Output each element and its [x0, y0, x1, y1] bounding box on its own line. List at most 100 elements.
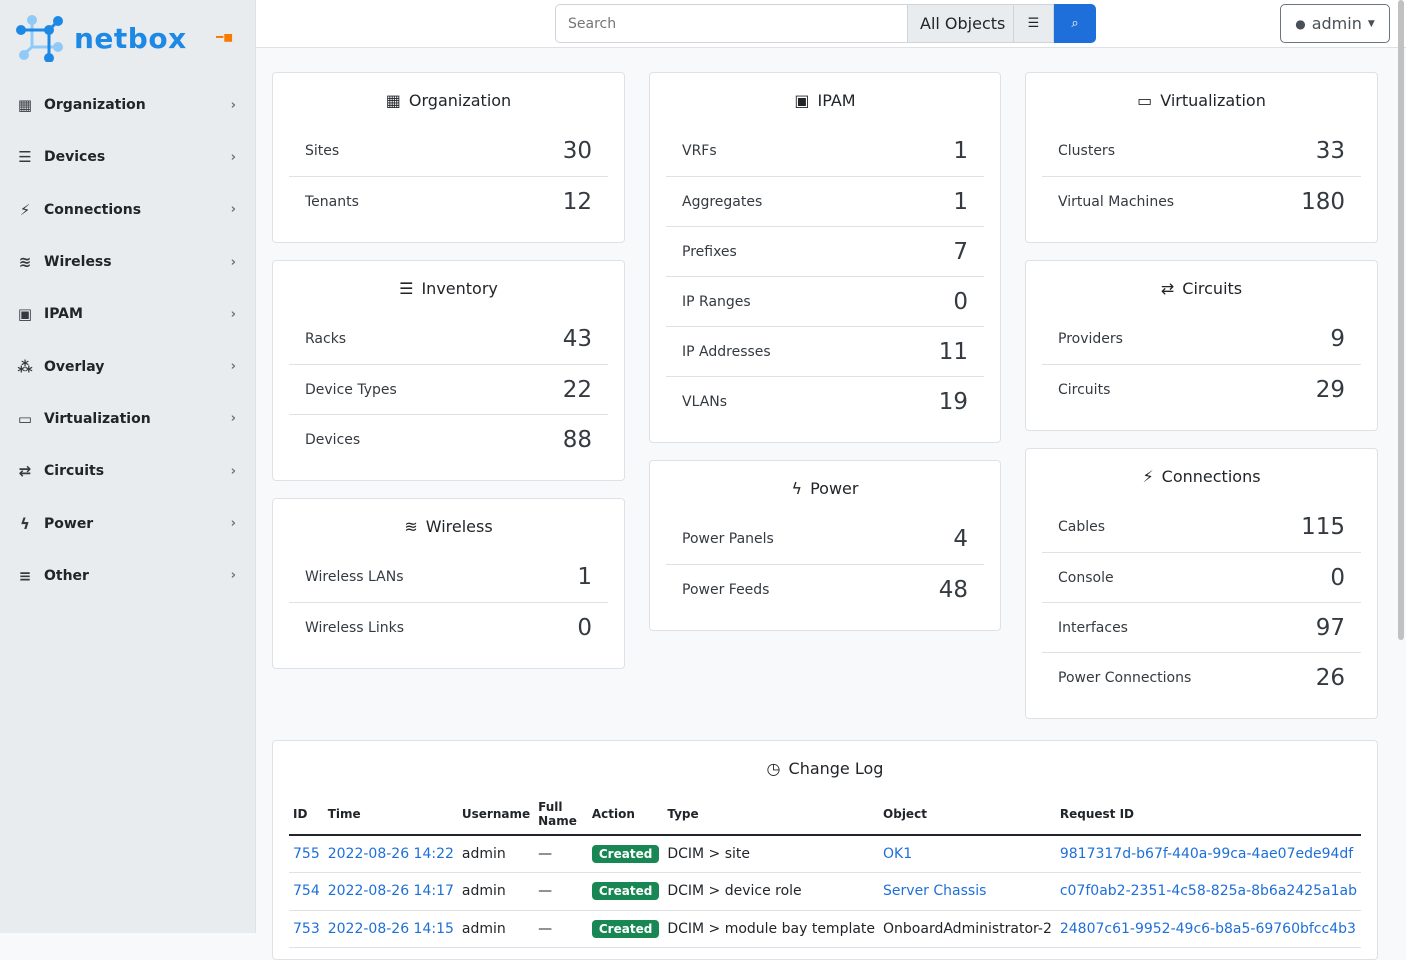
card-title: ▣ IPAM	[666, 73, 984, 126]
object-link[interactable]: Server Chassis	[883, 883, 987, 900]
stat-row-vrfs[interactable]: VRFs 1	[666, 126, 984, 176]
search-scope-select[interactable]: All Objects	[908, 4, 1014, 43]
request-id-link[interactable]: 9817317d-b67f-440a-99ca-4ae07ede94df	[1059, 846, 1354, 862]
search-button[interactable]: ⌕	[1054, 4, 1096, 43]
pin-icon[interactable]: ━◼	[216, 30, 234, 44]
chevron-right-icon: ›	[230, 149, 236, 165]
stat-row-vlans[interactable]: VLANs 19	[666, 376, 984, 426]
object-link[interactable]: OK1	[883, 846, 913, 862]
action-cell: Created	[587, 835, 664, 873]
search-input[interactable]	[555, 4, 908, 43]
stat-count: 88	[562, 426, 592, 453]
changelog-title-text: Change Log	[788, 759, 884, 778]
column-header[interactable]: Username	[457, 794, 535, 836]
request-id-cell: 24807c61-9952-49c6-b8a5-69760bfcc4b3	[1055, 910, 1361, 948]
sidebar-item-devices[interactable]: ☰ Devices ›	[0, 131, 256, 183]
table-row: 753 2022-08-26 14:15 admin — Created DCIM > m…	[289, 910, 1361, 948]
sidebar-item-wireless[interactable]: ≋ Wireless ›	[0, 236, 256, 288]
stat-count: 0	[1330, 564, 1345, 591]
stat-row-virtual-machines[interactable]: Virtual Machines 180	[1042, 176, 1361, 226]
chevron-right-icon: ›	[230, 202, 236, 218]
object-cell: OnboardAdministrator-2	[879, 910, 1056, 948]
stat-label: VRFs	[682, 143, 717, 159]
changelog-card: ◷ Change Log ID Time Username Full Name Actio…	[272, 740, 1378, 960]
sidebar-item-virtualization[interactable]: ▭ Virtualization ›	[0, 393, 256, 445]
stat-count: 30	[562, 138, 592, 164]
stat-count: 1	[577, 564, 592, 590]
column-header[interactable]: ID	[289, 794, 324, 836]
stat-row-power-panels[interactable]: Power Panels 4	[666, 514, 984, 564]
stat-row-device-types[interactable]: Device Types 22	[289, 364, 608, 414]
stat-row-providers[interactable]: Providers 9	[1042, 314, 1361, 364]
stat-label: Device Types	[305, 381, 397, 398]
stat-row-interfaces[interactable]: Interfaces 97	[1042, 602, 1361, 652]
filter-icon[interactable]: ☰	[1014, 4, 1054, 43]
card-power: ϟ Power Power Panels 4 Power Feeds 48	[649, 460, 1001, 631]
stat-label: Cables	[1058, 519, 1106, 535]
object-cell: OK1	[879, 835, 1056, 873]
id-link[interactable]: 755	[293, 846, 320, 862]
stat-row-tenants[interactable]: Tenants 12	[289, 176, 608, 226]
sidebar-item-other[interactable]: ≡ Other ›	[0, 550, 256, 602]
chevron-right-icon: ›	[230, 411, 236, 427]
sidebar-item-ipam[interactable]: ▣ IPAM ›	[0, 288, 256, 340]
sidebar-nav: ▦ Organization › ☰ Devices › ⚡ Connections › ≋ Wir…	[0, 79, 256, 602]
time-link[interactable]: 2022-08-26 14:17	[327, 883, 454, 900]
stat-row-aggregates[interactable]: Aggregates 1	[666, 176, 984, 226]
scrollbar[interactable]	[1398, 0, 1404, 640]
stat-row-power-feeds[interactable]: Power Feeds 48	[666, 564, 984, 614]
id-cell: 754	[289, 872, 324, 911]
card-connections: ⚡ Connections Cables 115 Console 0 Interfaces 9…	[1025, 448, 1378, 719]
stat-row-circuits[interactable]: Circuits 29	[1042, 364, 1361, 414]
search-bar: All Objects ☰ ⌕	[555, 4, 1096, 43]
wifi-icon: ≋	[18, 253, 32, 272]
stat-row-wireless-links[interactable]: Wireless Links 0	[289, 602, 608, 652]
column-header[interactable]: Time	[323, 794, 458, 836]
stat-row-clusters[interactable]: Clusters 33	[1042, 126, 1361, 176]
stat-row-prefixes[interactable]: Prefixes 7	[666, 226, 984, 276]
sidebar-item-connections[interactable]: ⚡ Connections ›	[0, 184, 256, 236]
netbox-logo[interactable]: netbox	[16, 14, 187, 62]
user-icon: ●	[1295, 16, 1306, 31]
stat-label: IP Ranges	[682, 293, 751, 310]
action-badge: Created	[591, 845, 660, 863]
request-id-link[interactable]: 24807c61-9952-49c6-b8a5-69760bfcc4b3	[1059, 920, 1356, 937]
sidebar-item-organization[interactable]: ▦ Organization ›	[0, 79, 256, 131]
table-row: 755 2022-08-26 14:22 admin — Created DCIM > s…	[289, 835, 1361, 873]
time-link[interactable]: 2022-08-26 14:22	[327, 846, 454, 862]
column-header[interactable]: Type	[663, 794, 880, 836]
sidebar-item-power[interactable]: ϟ Power ›	[0, 497, 256, 549]
stat-row-devices[interactable]: Devices 88	[289, 414, 608, 464]
id-link[interactable]: 753	[293, 920, 320, 937]
stat-row-sites[interactable]: Sites 30	[289, 126, 608, 176]
flash-icon: ϟ	[20, 514, 30, 533]
stat-row-racks[interactable]: Racks 43	[289, 314, 608, 364]
column-3: ▭ Virtualization Clusters 33 Virtual Machine…	[1025, 72, 1378, 719]
time-link[interactable]: 2022-08-26 14:15	[327, 920, 454, 937]
stat-row-wireless-lans[interactable]: Wireless LANs 1	[289, 552, 608, 602]
stat-row-cables[interactable]: Cables 115	[1042, 502, 1361, 552]
sidebar: netbox ━◼ ▦ Organization › ☰ Devices › ⚡ Connec…	[0, 0, 256, 933]
stat-row-ip-addresses[interactable]: IP Addresses 11	[666, 326, 984, 376]
stat-row-console[interactable]: Console 0	[1042, 552, 1361, 602]
stat-count: 4	[953, 526, 968, 552]
column-header[interactable]: Object	[879, 794, 1056, 836]
stat-row-ip-ranges[interactable]: IP Ranges 0	[666, 276, 984, 326]
request-id-link[interactable]: c07f0ab2-2351-4c58-825a-8b6a2425a1ab	[1059, 883, 1357, 900]
stat-label: Devices	[305, 431, 361, 448]
id-link[interactable]: 754	[293, 883, 320, 900]
search-icon: ⌕	[1071, 16, 1079, 31]
chevron-right-icon: ›	[230, 516, 236, 532]
sidebar-item-circuits[interactable]: ⇄ Circuits ›	[0, 445, 256, 497]
column-header[interactable]: Action	[587, 794, 664, 836]
id-cell: 755	[289, 835, 324, 873]
stat-count: 33	[1315, 138, 1345, 164]
monitor-icon: ▭	[1137, 91, 1153, 110]
column-header[interactable]: Request ID	[1055, 794, 1361, 836]
sidebar-item-overlay[interactable]: ⁂ Overlay ›	[0, 340, 256, 392]
user-menu-button[interactable]: ● admin ▼	[1280, 4, 1390, 43]
stat-row-power-connections[interactable]: Power Connections 26	[1042, 652, 1361, 702]
stat-count: 9	[1330, 326, 1345, 352]
stat-count: 97	[1315, 614, 1345, 641]
column-header[interactable]: Full Name	[534, 794, 588, 836]
